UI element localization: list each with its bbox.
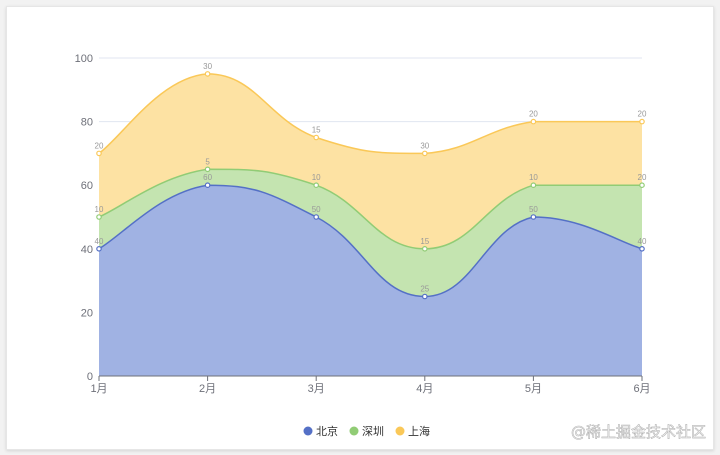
data-label: 50: [312, 205, 321, 214]
y-tick-label: 0: [87, 371, 93, 383]
line-深圳: [98, 168, 642, 250]
data-label: 10: [312, 173, 321, 182]
legend-item-上海[interactable]: 上海: [395, 424, 431, 438]
data-point: [530, 118, 537, 125]
series-lines: [98, 73, 643, 298]
line-上海: [98, 73, 642, 155]
data-label: 20: [638, 173, 647, 182]
legend-marker: [303, 426, 313, 436]
y-tick-label: 80: [81, 117, 93, 129]
y-tick-label: 100: [75, 53, 93, 65]
area-深圳: [99, 169, 642, 297]
data-point: [96, 214, 102, 220]
data-point: [639, 118, 645, 125]
data-label: 5: [205, 157, 210, 166]
x-tick-label: 1月: [90, 383, 107, 395]
y-tick-label: 60: [81, 180, 93, 192]
data-point: [530, 182, 537, 189]
data-label: 60: [203, 173, 212, 182]
data-label: 20: [529, 110, 538, 119]
area-上海: [99, 73, 642, 249]
legend-marker: [349, 426, 359, 436]
x-tick-label: 6月: [633, 383, 650, 395]
data-point: [313, 134, 320, 141]
data-label: 40: [95, 237, 104, 246]
data-label: 25: [420, 285, 429, 294]
data-point: [421, 150, 428, 157]
legend-label: 深圳: [362, 425, 384, 438]
x-tick-label: 3月: [308, 383, 325, 395]
legend-marker: [395, 426, 405, 436]
data-label: 15: [312, 126, 321, 135]
data-label: 20: [638, 110, 647, 119]
line-北京: [98, 184, 643, 298]
data-point: [639, 246, 645, 252]
data-label: 10: [95, 205, 104, 214]
x-tick-label: 4月: [416, 383, 433, 395]
x-tick-label: 2月: [199, 383, 216, 395]
data-point: [639, 182, 645, 189]
legend-label: 上海: [408, 424, 430, 438]
y-tick-label: 20: [81, 307, 93, 319]
area-北京: [99, 185, 642, 376]
data-label: 50: [529, 205, 538, 214]
data-point: [204, 182, 211, 189]
data-label: 10: [529, 173, 538, 182]
data-point: [421, 293, 428, 300]
data-label: 15: [420, 237, 429, 246]
data-point: [96, 246, 102, 252]
data-label: 30: [420, 141, 429, 150]
data-label: 40: [638, 237, 647, 246]
data-point: [313, 182, 320, 189]
legend-label: 北京: [316, 424, 338, 438]
data-point: [204, 71, 211, 77]
axes: 0 20 40 60 80 100 1月 2月 3月 4月 5月 6月: [75, 53, 651, 395]
legend-item-深圳[interactable]: 深圳: [349, 425, 385, 438]
data-point: [96, 150, 102, 157]
data-point: [421, 246, 428, 252]
data-point: [313, 214, 320, 220]
x-tick-label: 5月: [525, 383, 542, 395]
data-point: [530, 214, 537, 220]
legend-item-北京[interactable]: 北京: [303, 424, 339, 438]
data-points: [96, 71, 645, 300]
watermark-text: @稀土掘金技术社区: [571, 423, 706, 441]
legend[interactable]: 北京 深圳 上海: [303, 424, 431, 438]
data-point: [204, 166, 211, 173]
data-label: 30: [203, 62, 212, 71]
areas: [99, 73, 642, 376]
data-label: 20: [95, 141, 104, 150]
data-labels: 40 60 50 25 50 40 10 5 10 15 10 20 20 30 15 30 20 20: [95, 62, 647, 294]
y-tick-label: 40: [81, 244, 93, 256]
